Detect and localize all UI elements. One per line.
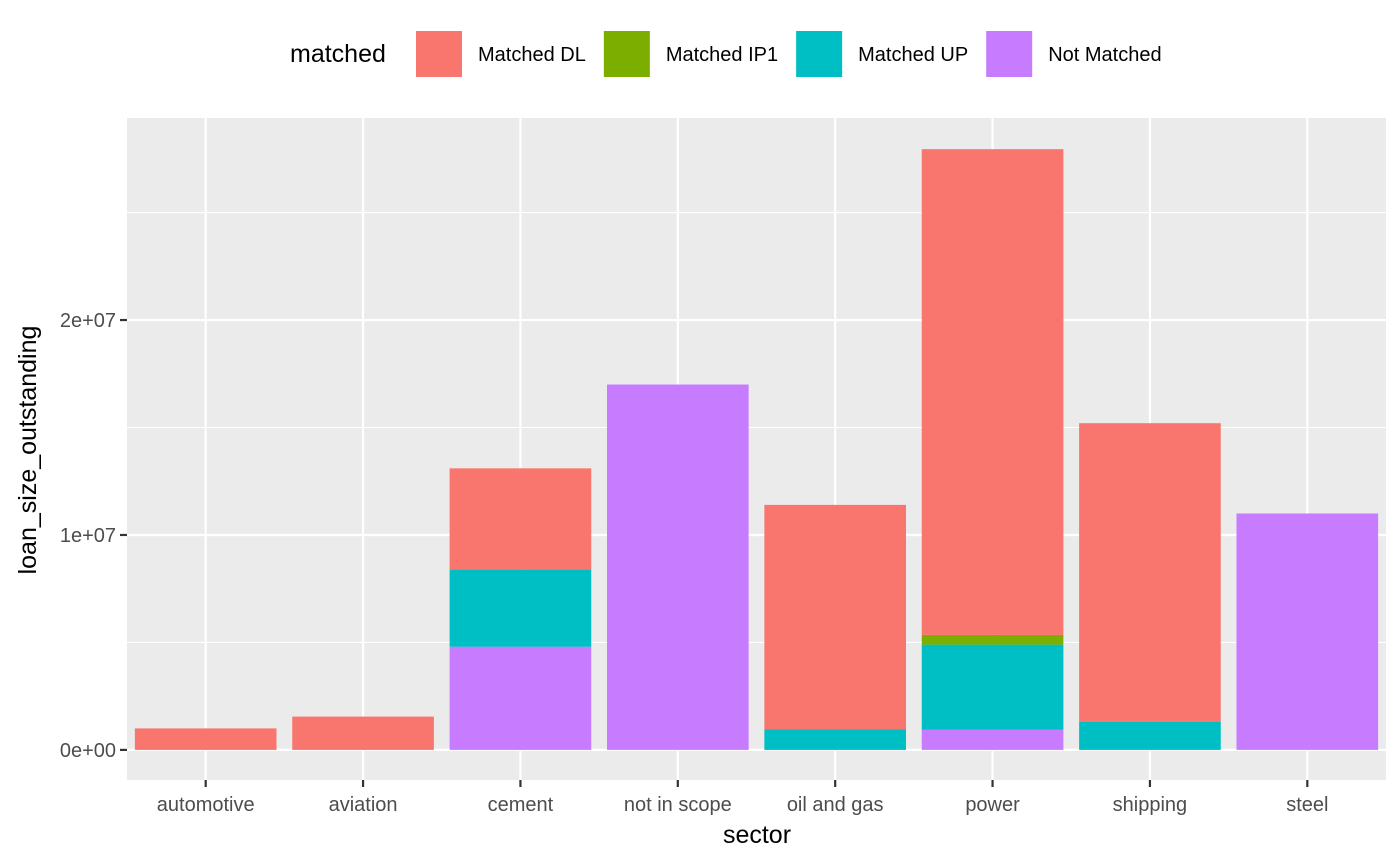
bar-oil-and-gas-matched-up	[764, 729, 907, 750]
bar-automotive-matched-dl	[134, 728, 277, 750]
bar-oil-and-gas-matched-dl	[764, 504, 907, 730]
x-tick-label: not in scope	[624, 794, 732, 816]
y-axis: 0e+00 1e+07 2e+07	[60, 310, 127, 762]
legend-key-not-matched	[986, 31, 1033, 77]
legend-label: Not Matched	[1048, 44, 1161, 66]
bar-cement-matched-dl	[449, 468, 592, 570]
y-axis-title: loan_size_outstanding	[14, 326, 42, 575]
bars	[134, 149, 1379, 750]
bar-aviation-matched-dl	[292, 716, 434, 750]
x-tick-label: shipping	[1113, 794, 1188, 816]
bar-shipping-matched-dl	[1079, 423, 1221, 722]
y-tick-label: 2e+07	[60, 310, 116, 332]
x-tick-label: steel	[1286, 794, 1328, 816]
x-tick-label: automotive	[157, 794, 255, 816]
x-axis: automotive aviation cement not in scope oil …	[157, 780, 1328, 816]
bar-steel-not-matched	[1236, 513, 1379, 750]
bar-cement-matched-up	[449, 569, 592, 647]
x-tick-label: aviation	[329, 794, 398, 816]
legend-label: Matched UP	[858, 44, 968, 66]
x-tick-label: oil and gas	[787, 794, 884, 816]
legend-key-matched-ip1	[603, 31, 650, 77]
legend-key-matched-up	[796, 31, 843, 77]
bar-shipping-matched-up	[1079, 721, 1221, 750]
x-axis-title: sector	[723, 821, 791, 849]
bar-power-not-matched	[921, 729, 1064, 750]
y-tick-label: 0e+00	[60, 740, 116, 762]
legend-title: matched	[290, 40, 386, 68]
legend: matched Matched DL Matched IP1 Matched UP N…	[290, 31, 1162, 77]
bar-power-matched-up	[921, 644, 1064, 730]
x-tick-label: power	[965, 794, 1020, 816]
bar-power-matched-ip1	[921, 634, 1064, 645]
legend-label: Matched DL	[478, 44, 586, 66]
bar-power-matched-dl	[921, 149, 1064, 635]
bar-not-in-scope-not-matched	[606, 384, 749, 750]
y-tick-label: 1e+07	[60, 525, 116, 547]
legend-key-matched-dl	[416, 31, 462, 77]
legend-label: Matched IP1	[666, 44, 778, 66]
bar-cement-not-matched	[449, 646, 592, 750]
x-tick-label: cement	[488, 794, 554, 816]
